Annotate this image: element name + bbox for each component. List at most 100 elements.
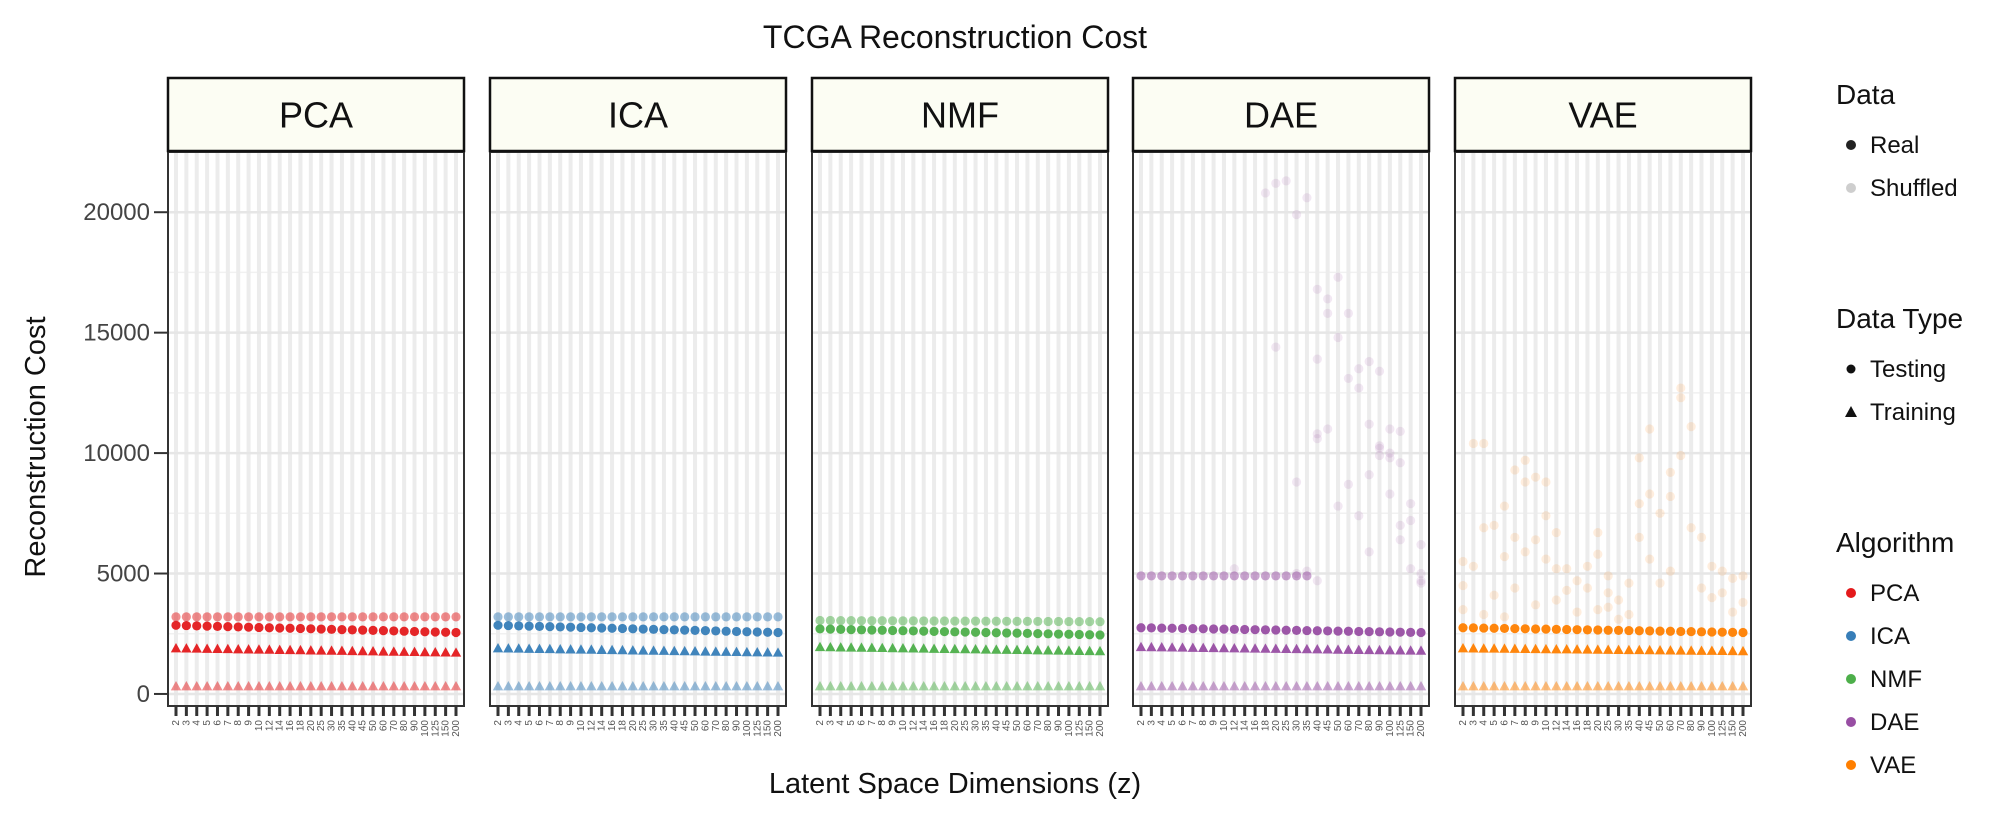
data-point [201, 681, 213, 691]
data-point [523, 643, 535, 653]
data-point [1240, 571, 1250, 581]
x-tick-label: 100 [742, 720, 753, 737]
x-tick-label: 8 [233, 720, 244, 726]
data-point [586, 681, 597, 691]
x-tick-label: 100 [420, 720, 431, 737]
x-tick-label: 150 [1085, 720, 1096, 737]
data-point [1271, 178, 1281, 188]
data-point [1737, 645, 1749, 656]
x-tick-label: 3 [1146, 720, 1157, 726]
data-point [929, 616, 939, 626]
data-point [1260, 188, 1271, 198]
data-point [523, 681, 535, 691]
x-tick-label: 80 [399, 720, 410, 732]
data-point [1302, 571, 1312, 581]
x-tick-label: 10 [1219, 720, 1230, 732]
x-tick-label: 18 [939, 720, 950, 732]
data-point [1593, 605, 1603, 615]
data-point [628, 612, 638, 622]
x-tick-label: 35 [337, 720, 348, 732]
y-axis-ticks: 0 5000 10000 15000 20000 [83, 199, 168, 708]
data-point [1064, 629, 1074, 639]
data-point [1374, 366, 1385, 376]
data-point [1343, 479, 1354, 489]
data-point [378, 612, 389, 622]
data-point [430, 627, 440, 637]
data-point [741, 681, 753, 691]
x-tick-label: 10 [576, 720, 587, 732]
data-point [1042, 645, 1054, 655]
data-point [1707, 561, 1717, 571]
x-tick-label: 90 [1375, 720, 1386, 732]
data-point [1011, 681, 1023, 691]
data-point [1489, 520, 1499, 530]
data-point [1002, 616, 1012, 626]
data-point [752, 647, 763, 657]
data-point [295, 623, 306, 634]
x-tick-label: 4 [1479, 720, 1490, 726]
legend-key-shuffled [1846, 183, 1856, 193]
data-point [1354, 626, 1364, 637]
data-point [1177, 681, 1188, 691]
data-point [919, 616, 929, 626]
data-point [991, 644, 1002, 654]
facet-strip [1131, 76, 1431, 153]
data-point [347, 681, 358, 691]
data-point [492, 642, 504, 653]
data-point [1291, 571, 1302, 581]
data-point [1208, 642, 1219, 653]
data-point [1280, 643, 1292, 654]
x-tick-label: 18 [1260, 720, 1271, 732]
data-point [1562, 585, 1572, 595]
data-point [897, 643, 909, 653]
data-point [908, 626, 918, 636]
data-point [1198, 624, 1208, 634]
data-point [617, 681, 628, 691]
data-point [1002, 628, 1012, 638]
data-point [1613, 625, 1624, 635]
data-point [845, 681, 857, 691]
legend-item-label: DAE [1870, 709, 1919, 736]
x-tick-label: 16 [285, 720, 296, 732]
y-tick-label: 20000 [83, 199, 150, 226]
data-point [877, 642, 888, 653]
legend-title: Algorithm [1836, 527, 1954, 558]
data-point [721, 612, 731, 622]
data-point [192, 621, 202, 631]
x-tick-label: 200 [773, 720, 784, 737]
data-point [1645, 626, 1655, 636]
data-point [856, 642, 867, 652]
data-point [773, 627, 783, 638]
data-point [1301, 643, 1313, 654]
data-point [1312, 354, 1322, 364]
data-point [1665, 566, 1676, 576]
data-point [1395, 458, 1405, 468]
data-point [1415, 681, 1427, 691]
data-point [1707, 593, 1717, 603]
legend-key-real [1846, 140, 1856, 150]
data-point [1479, 523, 1489, 533]
x-tick-label: 5 [846, 720, 857, 726]
data-point [1302, 625, 1312, 636]
x-tick-label: 2 [171, 720, 182, 726]
data-point [1676, 393, 1686, 403]
data-point [1322, 644, 1333, 654]
data-point [1686, 421, 1696, 432]
data-point [1634, 499, 1644, 509]
data-point [1032, 644, 1043, 655]
data-point [637, 681, 649, 691]
data-point [835, 681, 846, 691]
data-point [669, 681, 680, 691]
data-point [752, 681, 763, 691]
data-point [171, 612, 181, 622]
data-point [1530, 681, 1541, 691]
data-point [1011, 644, 1023, 655]
data-point [1374, 443, 1385, 453]
data-point [1738, 627, 1748, 638]
x-tick-label: 35 [1302, 720, 1313, 732]
data-point [1136, 571, 1146, 581]
data-point [1571, 644, 1583, 654]
legend-key-training [1845, 406, 1857, 417]
data-point [1489, 590, 1499, 600]
